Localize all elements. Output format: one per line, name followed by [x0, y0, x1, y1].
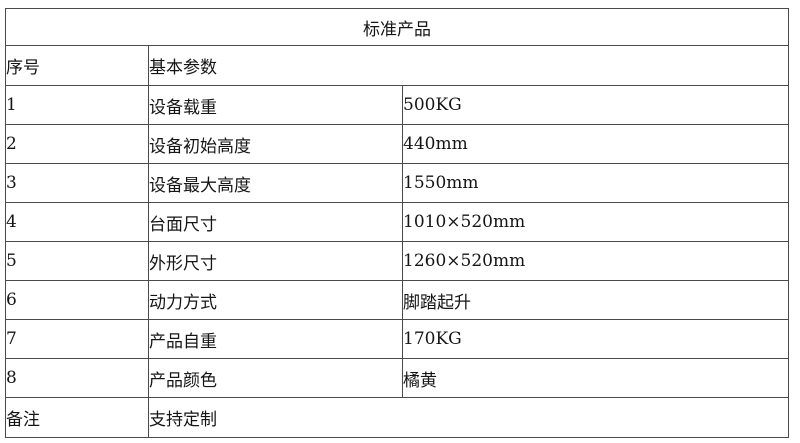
row-param-label: 设备最大高度 [148, 163, 403, 203]
table-row: 2 设备初始高度 440mm [5, 124, 789, 164]
table-row: 7 产品自重 170KG [5, 319, 789, 359]
row-param-value: 1260×520mm [402, 241, 789, 281]
header-serial-number: 序号 [5, 45, 149, 86]
footer-remark-value: 支持定制 [148, 397, 789, 438]
footer-remark-label: 备注 [5, 397, 149, 438]
row-serial-number: 2 [5, 124, 149, 164]
row-param-value: 1550mm [402, 163, 789, 203]
row-param-label: 外形尺寸 [148, 241, 403, 281]
row-param-label: 台面尺寸 [148, 202, 403, 242]
row-param-value: 500KG [402, 85, 789, 125]
row-param-label: 产品自重 [148, 319, 403, 359]
row-serial-number: 5 [5, 241, 149, 281]
row-param-value: 脚踏起升 [402, 280, 789, 320]
row-param-value: 橘黄 [402, 358, 789, 398]
table-row: 5 外形尺寸 1260×520mm [5, 241, 789, 281]
row-param-value: 440mm [402, 124, 789, 164]
row-param-label: 设备初始高度 [148, 124, 403, 164]
table-row: 4 台面尺寸 1010×520mm [5, 202, 789, 242]
row-param-value: 1010×520mm [402, 202, 789, 242]
row-param-value: 170KG [402, 319, 789, 359]
table-row: 8 产品颜色 橘黄 [5, 358, 789, 398]
table-footer-row: 备注 支持定制 [5, 397, 789, 438]
product-spec-table: 标准产品 序号 基本参数 1 设备载重 500KG 2 设备初始高度 440mm… [5, 8, 789, 438]
row-param-label: 产品颜色 [148, 358, 403, 398]
table-row: 3 设备最大高度 1550mm [5, 163, 789, 203]
row-serial-number: 7 [5, 319, 149, 359]
row-serial-number: 3 [5, 163, 149, 203]
row-serial-number: 6 [5, 280, 149, 320]
row-serial-number: 8 [5, 358, 149, 398]
header-basic-params: 基本参数 [148, 45, 789, 86]
row-serial-number: 1 [5, 85, 149, 125]
row-serial-number: 4 [5, 202, 149, 242]
row-param-label: 设备载重 [148, 85, 403, 125]
table-row: 6 动力方式 脚踏起升 [5, 280, 789, 320]
table-row: 1 设备载重 500KG [5, 85, 789, 125]
table-title: 标准产品 [5, 8, 789, 46]
spec-table-body: 标准产品 序号 基本参数 1 设备载重 500KG 2 设备初始高度 440mm… [5, 8, 789, 438]
table-title-row: 标准产品 [5, 8, 789, 46]
table-header-row: 序号 基本参数 [5, 45, 789, 86]
row-param-label: 动力方式 [148, 280, 403, 320]
